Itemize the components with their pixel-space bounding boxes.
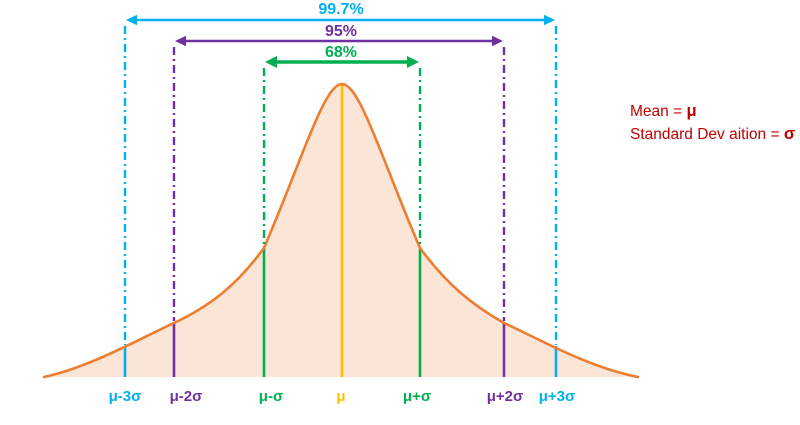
axis-label-mu-minus-sigma: μ-σ [258,388,284,405]
band-68-arrow [265,56,419,68]
legend-mean-symbol: μ [686,102,697,120]
bell-curve-outline [42,82,640,379]
band-label-99-7: 99.7% [318,1,364,18]
axis-label-mu-minus-2sigma: μ-2σ [169,388,203,405]
legend-stddev-symbol: σ [783,125,796,143]
legend-mean-text: Mean = [630,103,687,120]
band-label-68: 68% [324,44,358,61]
legend-line-stddev: Standard Dev aition = σ [630,123,795,146]
axis-label-mu-plus-sigma: μ+σ [402,388,432,405]
band-997-arrow [126,14,555,26]
legend-stddev-text: Standard Dev aition = [630,126,784,143]
axis-label-mu-plus-2sigma: μ+2σ [486,388,524,405]
band-label-95: 95% [324,23,358,40]
band-95-arrow [175,35,503,47]
legend-line-mean: Mean = μ [630,100,795,123]
axis-label-mu: μ [336,388,346,405]
axis-label-mu-minus-3sigma: μ-3σ [108,388,142,405]
legend: Mean = μ Standard Dev aition = σ [630,100,795,146]
axis-label-mu-plus-3sigma: μ+3σ [538,388,576,405]
